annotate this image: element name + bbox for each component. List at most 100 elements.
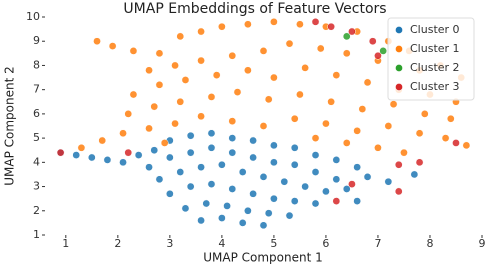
point <box>171 119 179 128</box>
point <box>244 66 252 75</box>
point <box>124 110 133 118</box>
y-tick-label: 3 <box>33 180 40 193</box>
point <box>150 146 159 155</box>
point <box>332 71 341 79</box>
point <box>301 182 309 191</box>
point <box>353 197 361 205</box>
point <box>285 211 294 220</box>
point <box>207 129 216 138</box>
point <box>119 129 127 138</box>
point <box>124 148 133 157</box>
x-tick-label: 6 <box>322 237 329 250</box>
point <box>301 64 309 72</box>
x-tick-label: 4 <box>218 237 225 250</box>
point <box>368 37 377 46</box>
y-tick-label: 6 <box>33 107 40 120</box>
point <box>228 117 237 126</box>
point <box>155 175 164 184</box>
y-axis-label: UMAP Component 2 <box>3 66 17 186</box>
point <box>233 88 242 96</box>
point <box>238 168 247 176</box>
point <box>134 151 143 159</box>
point <box>181 76 190 84</box>
point <box>160 139 169 147</box>
point <box>218 214 226 222</box>
legend-marker <box>395 83 403 91</box>
point <box>176 97 185 106</box>
point <box>166 189 174 198</box>
point <box>394 160 403 169</box>
point <box>285 39 294 48</box>
point <box>322 187 330 196</box>
y-tick-label: 1 <box>33 228 40 241</box>
point <box>186 148 195 157</box>
point <box>415 129 424 138</box>
point <box>249 136 257 145</box>
x-tick-label: 5 <box>270 237 277 250</box>
point <box>342 49 351 58</box>
point <box>259 173 268 181</box>
point <box>311 199 320 208</box>
point <box>384 122 393 130</box>
point <box>212 71 221 79</box>
point <box>311 17 320 26</box>
point <box>342 32 351 41</box>
x-tick-label: 1 <box>62 237 69 250</box>
legend-label: Cluster 3 <box>410 80 460 93</box>
point <box>415 158 424 167</box>
y-tick-label: 7 <box>33 83 40 96</box>
point <box>342 185 351 193</box>
point <box>348 180 356 188</box>
legend-marker <box>395 26 403 34</box>
series-3 <box>56 17 460 205</box>
point <box>270 17 278 26</box>
point <box>244 206 252 215</box>
point <box>129 47 138 55</box>
point <box>452 139 460 147</box>
x-tick-label: 9 <box>479 237 486 250</box>
point <box>332 156 341 164</box>
point <box>207 143 216 152</box>
legend: Cluster 0 Cluster 1 Cluster 2 Cluster 3 <box>387 17 475 101</box>
point <box>290 143 299 152</box>
point <box>155 80 164 89</box>
point <box>218 22 226 31</box>
point <box>384 177 393 186</box>
y-tick-label: 8 <box>33 58 40 71</box>
series-0 <box>56 129 419 230</box>
y-tick-label: 10 <box>26 10 40 23</box>
point <box>374 143 382 152</box>
chart-title: UMAP Embeddings of Feature Vectors <box>123 1 386 17</box>
point <box>441 134 450 142</box>
point <box>296 90 304 99</box>
point <box>389 100 398 109</box>
x-tick-label: 3 <box>166 237 173 250</box>
point <box>197 216 205 225</box>
point <box>108 42 117 50</box>
point <box>87 153 96 162</box>
point <box>363 78 372 87</box>
point <box>290 160 299 169</box>
point <box>197 112 205 121</box>
point <box>311 134 320 142</box>
point <box>129 90 138 99</box>
x-tick-label: 2 <box>114 237 121 250</box>
point <box>207 93 216 101</box>
point <box>400 148 408 157</box>
point <box>353 163 361 172</box>
point <box>72 151 81 159</box>
point <box>103 156 112 164</box>
point <box>176 168 185 176</box>
point <box>311 151 320 159</box>
point <box>197 27 205 36</box>
point <box>264 95 273 104</box>
legend-box <box>387 17 475 101</box>
point <box>270 141 278 150</box>
point <box>238 219 247 227</box>
y-tick-label: 5 <box>33 131 40 144</box>
point <box>155 49 164 58</box>
point <box>145 66 153 75</box>
point <box>176 32 185 41</box>
point <box>327 22 335 31</box>
point <box>98 136 107 145</box>
